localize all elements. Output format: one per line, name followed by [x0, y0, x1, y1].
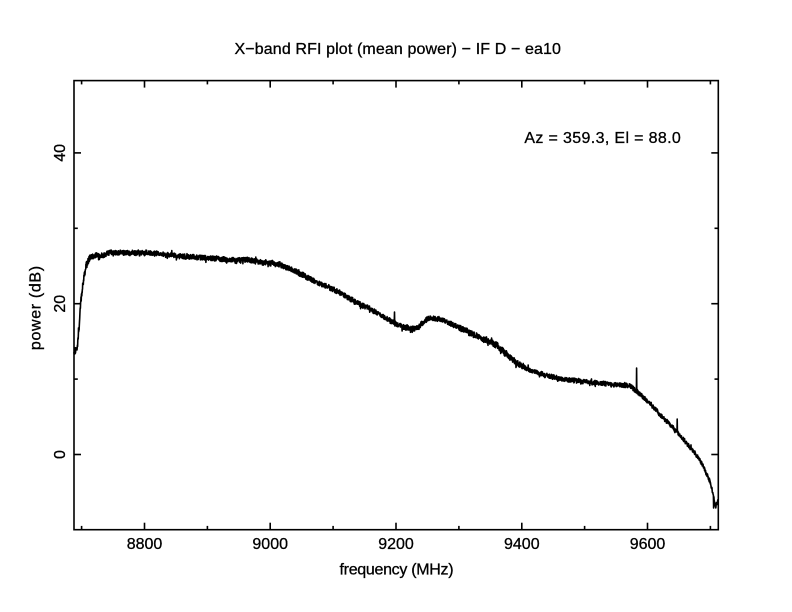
- svg-text:Az = 359.3, El = 88.0: Az = 359.3, El = 88.0: [524, 130, 681, 147]
- svg-text:20: 20: [52, 295, 69, 313]
- svg-text:X−band RFI plot (mean power) −: X−band RFI plot (mean power) − IF D − ea…: [235, 41, 562, 58]
- svg-text:0: 0: [52, 450, 69, 459]
- svg-text:9400: 9400: [504, 536, 540, 553]
- svg-text:power (dB): power (dB): [28, 265, 45, 350]
- svg-text:9000: 9000: [252, 536, 288, 553]
- svg-text:40: 40: [52, 144, 69, 162]
- svg-text:9200: 9200: [378, 536, 414, 553]
- svg-text:9600: 9600: [630, 536, 666, 553]
- svg-text:8800: 8800: [127, 536, 163, 553]
- svg-text:frequency (MHz): frequency (MHz): [340, 561, 454, 578]
